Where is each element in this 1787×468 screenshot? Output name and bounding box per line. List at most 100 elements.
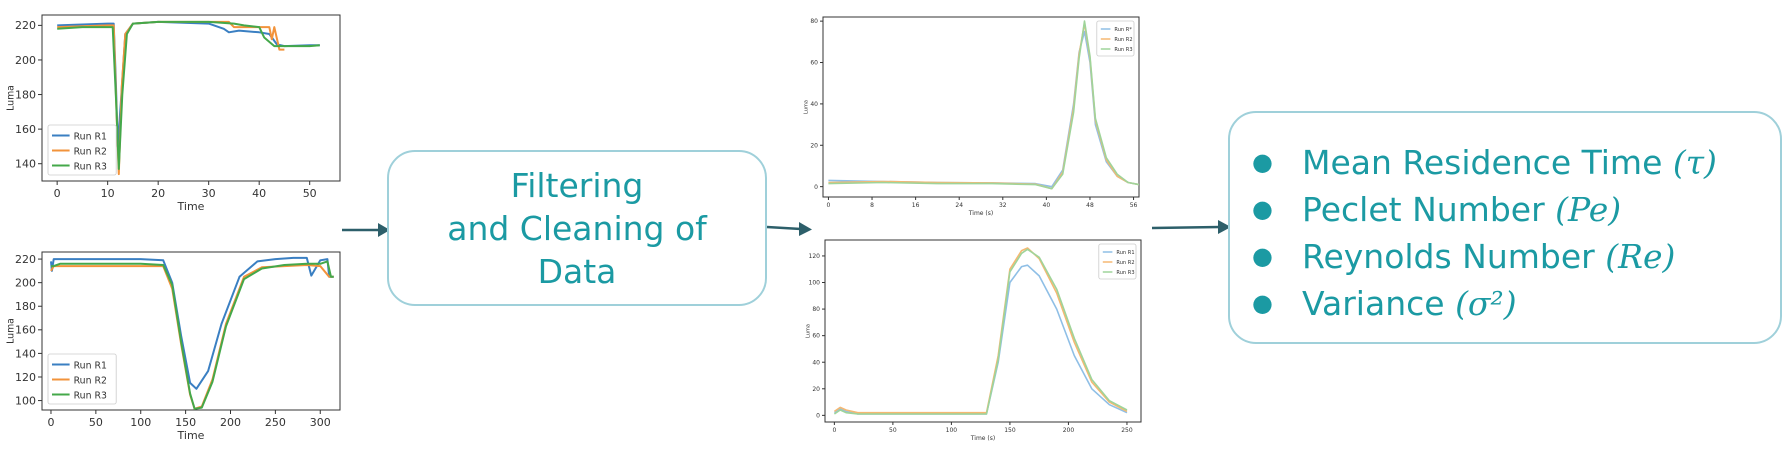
bullet-icon: ● — [1252, 148, 1273, 176]
legend-box — [47, 124, 117, 176]
result-item-mean-residence-time: ● Mean Residence Time (τ) — [1252, 141, 1717, 188]
legend-label: Run R1 — [74, 131, 107, 142]
result-symbol: (σ²) — [1455, 284, 1517, 323]
x-tick-label: 56 — [1130, 202, 1138, 209]
arrow-to-filter — [342, 223, 390, 237]
legend-label: Run R2 — [1114, 37, 1132, 43]
filtering-line-2: and Cleaning of — [447, 208, 707, 248]
y-tick-label: 140 — [15, 347, 36, 360]
x-tick-label: 30 — [202, 187, 216, 200]
y-tick-label: 180 — [15, 300, 36, 313]
arrow-to-results — [1151, 220, 1231, 234]
y-tick-label: 100 — [15, 394, 36, 407]
result-symbol: (τ) — [1672, 143, 1717, 182]
legend-label: Run R3 — [74, 161, 107, 172]
y-tick-label: 20 — [810, 142, 818, 149]
y-tick-label: 100 — [809, 280, 821, 287]
x-axis-label: Time — [177, 200, 205, 213]
result-item-reynolds-number: ● Reynolds Number (Re) — [1252, 235, 1717, 282]
bullet-icon: ● — [1252, 242, 1273, 270]
x-tick-label: 8 — [870, 202, 874, 209]
y-tick-label: 80 — [810, 18, 818, 25]
x-tick-label: 100 — [946, 427, 958, 434]
y-tick-label: 120 — [809, 253, 821, 260]
result-label: Mean Residence Time — [1302, 143, 1663, 182]
legend: Run R* Run R2 Run R3 — [1096, 20, 1135, 57]
x-tick-label: 50 — [89, 416, 103, 429]
x-tick-label: 32 — [999, 202, 1007, 209]
x-axis-label: Time (s) — [968, 210, 993, 217]
x-axis-label: Time — [177, 429, 205, 442]
legend-label: Run R1 — [1116, 250, 1134, 256]
results-box: ● Mean Residence Time (τ) ● Peclet Numbe… — [1228, 111, 1782, 344]
x-tick-label: 200 — [1063, 427, 1075, 434]
series-line-run-r3 — [833, 248, 1128, 415]
legend: Run R1 Run R2 Run R3 — [1098, 243, 1137, 280]
x-tick-label: 0 — [47, 416, 54, 429]
result-item-variance: ● Variance (σ²) — [1252, 282, 1717, 329]
plot-frame — [822, 16, 1140, 198]
legend-label: Run R2 — [1116, 260, 1134, 266]
x-tick-label: 300 — [310, 416, 331, 429]
y-tick-label: 80 — [812, 306, 820, 313]
series-line-run-r2 — [833, 247, 1128, 414]
plot-area: 0 10 20 30 40 50 140 160 180 200 220 Time Luma Run R1… — [5, 14, 341, 213]
result-label: Variance — [1302, 284, 1445, 323]
x-tick-label: 0 — [827, 202, 831, 209]
legend-label: Run R1 — [74, 360, 107, 371]
series-line-run-r1 — [50, 256, 334, 390]
result-symbol: (Pe) — [1555, 190, 1622, 229]
x-tick-label: 0 — [54, 187, 61, 200]
y-tick-label: 160 — [15, 123, 36, 136]
y-tick-label: 0 — [814, 184, 818, 191]
plot-frame — [824, 239, 1142, 423]
y-tick-label: 40 — [812, 359, 820, 366]
bullet-icon: ● — [1252, 195, 1273, 223]
filtering-line-3: Data — [537, 251, 617, 291]
filtered-chart-1: 0 8 16 24 32 40 48 56 0 20 40 60 80 Time (s) Luma Run R… — [785, 5, 1145, 230]
legend-label: Run R* — [1114, 27, 1132, 33]
y-tick-label: 40 — [810, 101, 818, 108]
x-tick-label: 40 — [1043, 202, 1051, 209]
y-tick-label: 200 — [15, 54, 36, 67]
raw-chart-2: 0 50 100 150 200 250 300 100 120 140 160 180 200 220 T… — [0, 240, 345, 468]
result-label: Peclet Number — [1302, 190, 1545, 229]
plot-area: 0 50 100 150 200 250 300 100 120 140 160 180 200 220 T… — [5, 251, 341, 442]
y-tick-label: 140 — [15, 158, 36, 171]
filtered-chart-2-svg: 0 50 100 150 200 250 0 20 40 60 80 100 120 Time (s) Lu… — [805, 239, 1142, 442]
y-tick-label: 20 — [812, 386, 820, 393]
arrow-to-filtered-charts — [766, 222, 812, 236]
x-tick-label: 10 — [101, 187, 115, 200]
result-label: Reynolds Number — [1302, 237, 1595, 276]
filtering-line-1: Filtering — [510, 165, 644, 205]
series-line-run-r3 — [828, 20, 1139, 190]
x-tick-label: 250 — [265, 416, 286, 429]
x-tick-label: 50 — [889, 427, 897, 434]
series-line-run-r3 — [51, 260, 334, 410]
x-tick-label: 24 — [955, 202, 963, 209]
result-item-peclet-number: ● Peclet Number (Pe) — [1252, 188, 1717, 235]
series-line-run-r3 — [57, 20, 320, 170]
x-axis-label: Time (s) — [970, 435, 995, 442]
x-tick-label: 50 — [303, 187, 317, 200]
plot-area: 0 8 16 24 32 40 48 56 0 20 40 60 80 Time (s) Luma Run R… — [803, 16, 1140, 217]
y-axis-label: Luma — [803, 100, 809, 114]
results-list: ● Mean Residence Time (τ) ● Peclet Numbe… — [1252, 141, 1717, 329]
x-tick-label: 0 — [832, 427, 836, 434]
legend-label: Run R2 — [74, 375, 107, 386]
x-tick-label: 150 — [175, 416, 196, 429]
y-tick-label: 0 — [816, 412, 820, 419]
y-axis-label: Luma — [805, 324, 811, 338]
y-tick-label: 60 — [810, 60, 818, 67]
legend-label: Run R3 — [1114, 47, 1132, 53]
y-axis-label: Luma — [5, 318, 16, 344]
y-tick-label: 200 — [15, 277, 36, 290]
legend-box — [47, 353, 117, 405]
x-tick-label: 250 — [1121, 427, 1133, 434]
filtered-chart-1-svg: 0 8 16 24 32 40 48 56 0 20 40 60 80 Time (s) Luma Run R… — [803, 16, 1140, 217]
legend: Run R1 Run R2 Run R3 — [47, 124, 117, 176]
y-tick-label: 220 — [15, 19, 36, 32]
x-tick-label: 48 — [1086, 202, 1094, 209]
bullet-icon: ● — [1252, 289, 1273, 317]
raw-chart-2-svg: 0 50 100 150 200 250 300 100 120 140 160 180 200 220 T… — [5, 251, 341, 442]
